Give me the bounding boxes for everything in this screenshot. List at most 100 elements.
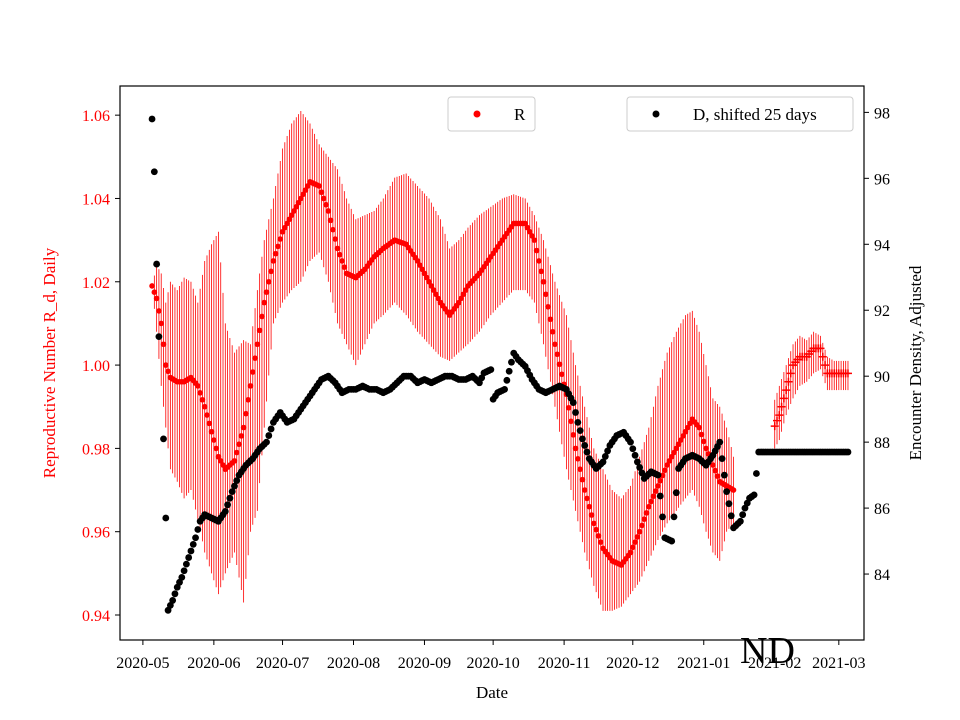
r-point (730, 487, 737, 493)
r-point (327, 217, 334, 224)
r-point (584, 495, 590, 502)
r-point (524, 224, 531, 231)
r-point (247, 383, 254, 389)
r-point (821, 361, 830, 370)
d-point (581, 442, 589, 449)
x-tick-label: 2021-03 (812, 655, 865, 672)
r-point (270, 258, 277, 264)
y-right-tick-label: 92 (874, 303, 890, 320)
x-axis-label: Date (476, 683, 508, 702)
r-point (156, 308, 162, 314)
r-point (536, 258, 542, 264)
y-left-tick-label: 1.00 (82, 358, 110, 375)
y-right-tick-label: 96 (874, 171, 890, 188)
r-point (277, 236, 284, 242)
d-point (576, 427, 584, 435)
r-point (341, 264, 348, 270)
r-point (284, 220, 290, 227)
r-point (531, 237, 538, 243)
r-point (641, 516, 648, 523)
d-point (189, 540, 197, 548)
r-point (577, 466, 583, 473)
r-point (433, 291, 439, 298)
r-point (664, 462, 670, 468)
r-point (195, 383, 201, 389)
r-point (208, 428, 215, 435)
d-point (753, 470, 760, 477)
r-point (545, 303, 551, 310)
d-point (148, 115, 156, 123)
r-point (586, 503, 593, 510)
r-point (588, 512, 595, 518)
y-left-tick-label: 0.98 (82, 441, 110, 458)
r-point (323, 201, 329, 208)
r-point (779, 394, 788, 403)
r-point (712, 467, 718, 474)
d-point (668, 537, 676, 545)
r-point (414, 258, 421, 264)
r-point (318, 189, 325, 196)
d-point (194, 526, 202, 533)
r-point (330, 226, 336, 233)
r-point (650, 493, 657, 500)
r-point (302, 187, 309, 193)
d-point (659, 513, 666, 521)
r-point (636, 528, 643, 535)
r-point (703, 445, 709, 452)
r-point (648, 498, 654, 505)
r-point (538, 268, 545, 275)
d-point (160, 435, 167, 443)
legend-r-marker (473, 110, 481, 118)
r-point (149, 283, 155, 289)
r-point (293, 203, 300, 210)
r-point (678, 437, 684, 443)
d-point (572, 409, 579, 416)
y-left-tick-label: 0.96 (82, 525, 110, 542)
r-point (639, 522, 645, 529)
x-tick-label: 2020-09 (398, 655, 451, 672)
r-point (552, 341, 558, 348)
r-point (153, 295, 160, 302)
r-point (430, 287, 437, 293)
r-point (684, 424, 691, 431)
d-point (670, 513, 678, 521)
r-point (843, 369, 852, 378)
r-point (575, 456, 581, 462)
r-point (295, 199, 302, 206)
r-point (629, 544, 636, 551)
d-point (844, 448, 852, 456)
r-point (542, 291, 549, 298)
r-point (710, 462, 716, 468)
r-point (291, 208, 297, 214)
d-point (505, 367, 513, 375)
d-point (727, 512, 735, 520)
d-point (501, 385, 508, 393)
y-axis-left: 0.94 0.96 0.98 1.00 1.02 1.04 1.06 (82, 108, 120, 625)
r-point (417, 262, 423, 268)
d-point (226, 494, 234, 502)
r-point (652, 488, 659, 494)
r-point (646, 503, 652, 510)
d-point (574, 418, 582, 426)
d-point (178, 573, 186, 581)
y-right-tick-label: 88 (874, 435, 890, 452)
r-point (782, 386, 791, 395)
r-point (435, 295, 442, 302)
r-point (572, 445, 579, 452)
legend-r-box (447, 96, 536, 132)
r-point (421, 270, 428, 277)
d-point (231, 482, 238, 490)
r-point (332, 236, 338, 242)
r-point (215, 453, 222, 460)
x-tick-label: 2020-10 (466, 655, 519, 672)
r-point (263, 289, 270, 295)
d-point (723, 488, 731, 496)
d-point (180, 567, 188, 575)
r-point (300, 191, 306, 198)
r-point (197, 390, 203, 396)
r-point (243, 410, 249, 417)
r-point (458, 295, 464, 302)
r-point (165, 368, 171, 375)
d-point (725, 500, 733, 508)
